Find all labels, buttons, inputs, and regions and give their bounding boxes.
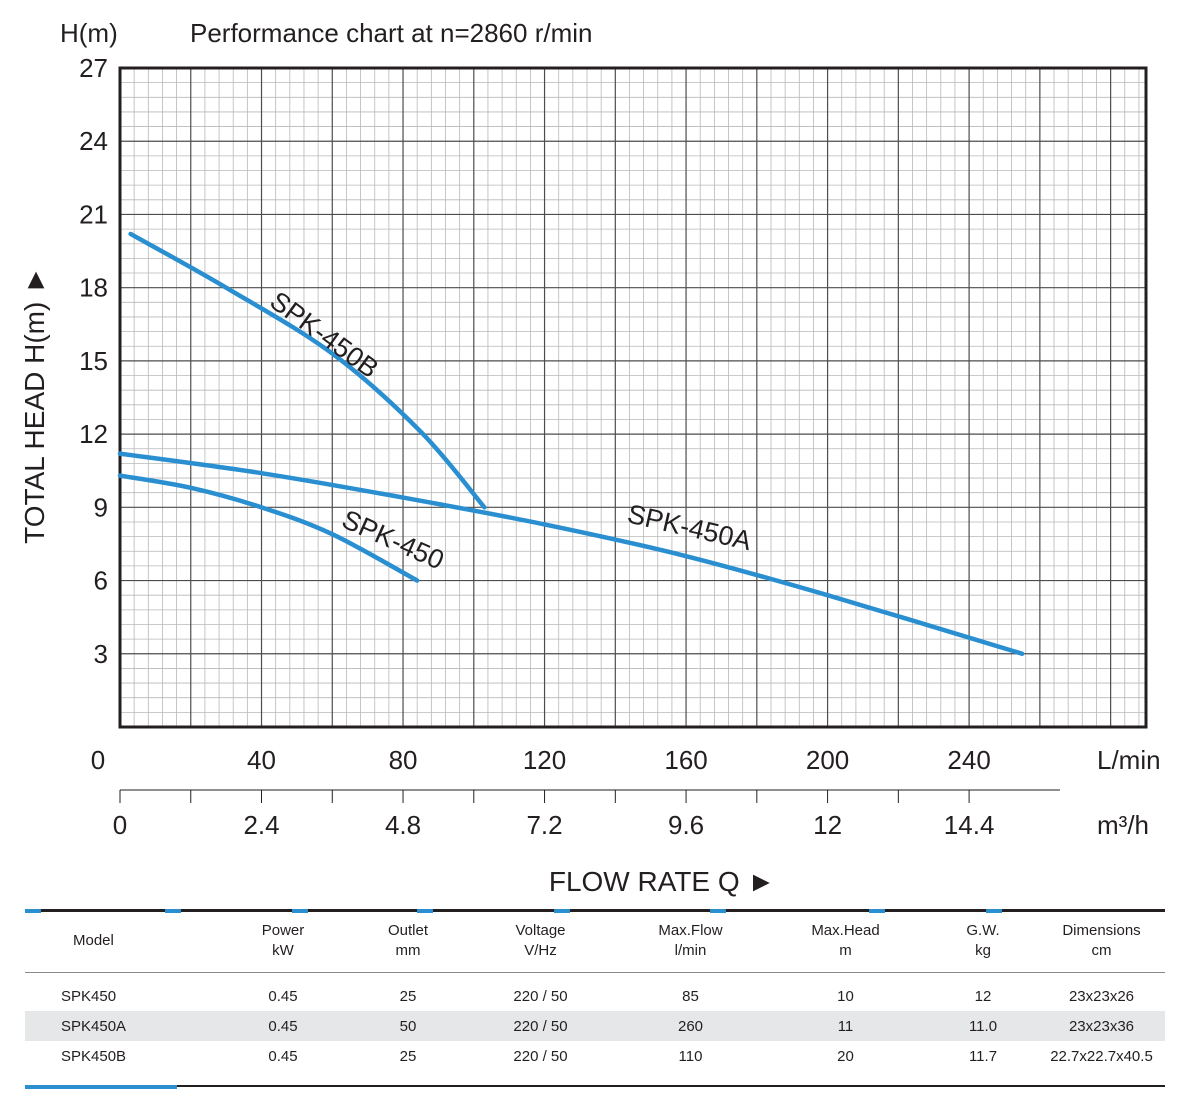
series-label-spk-450b: SPK-450B — [264, 286, 384, 384]
cell-outlet: 25 — [399, 1047, 417, 1065]
table-accent-bar — [25, 1085, 177, 1089]
cell-outlet: 50 — [353, 1011, 463, 1041]
x2-tick-label: 0 — [113, 810, 127, 840]
x2-tick-label: 4.8 — [385, 810, 421, 840]
x-tick-labels-lmin: 0 40 80 120 160 200 240 — [91, 745, 991, 775]
cell-outlet: 25 — [399, 987, 417, 1005]
cell-voltage: 220 / 50 — [513, 987, 568, 1005]
cell-model: SPK450B — [61, 1047, 127, 1065]
header-max-head: Max.Head m — [763, 910, 928, 973]
cell-dimensions: 23x23x36 — [1038, 1011, 1165, 1041]
x-tick-label: 80 — [389, 745, 418, 775]
x-tick-label: 200 — [806, 745, 849, 775]
header-model: Model — [25, 910, 213, 973]
header-max-flow: Max.Flow l/min — [618, 910, 763, 973]
y-tick-labels: 3 6 9 12 15 18 21 24 27 — [79, 53, 108, 669]
x-tick-labels-m3h: 0 2.4 4.8 7.2 9.6 12 14.4 — [113, 810, 995, 840]
major-grid — [120, 68, 1146, 727]
cell-gw: 11.7 — [968, 1047, 998, 1065]
table-bottom-rule — [25, 1085, 1165, 1087]
series-lines — [117, 231, 1025, 657]
cell-dimensions: 22.7x22.7x40.5 — [1050, 1047, 1153, 1065]
x-tick-label: 160 — [664, 745, 707, 775]
series-line-spk-450 — [117, 473, 420, 583]
specification-table: Model Power kW Outlet mm Voltage V/Hz Max.F… — [25, 910, 1165, 1071]
cell-model: SPK450 — [61, 987, 117, 1005]
x-axis-title: FLOW RATE Q ► — [549, 866, 775, 897]
header-gw: G.W. kg — [928, 910, 1038, 973]
y-tick-label: 27 — [79, 53, 108, 83]
cell-max-head: 11 — [763, 1011, 928, 1041]
y-tick-label: 6 — [94, 566, 108, 596]
x2-tick-label: 14.4 — [944, 810, 995, 840]
cell-gw: 12 — [974, 987, 992, 1005]
y-tick-label: 12 — [79, 419, 108, 449]
y-tick-label: 18 — [79, 273, 108, 303]
cell-max-head: 20 — [837, 1047, 854, 1065]
cell-dimensions: 23x23x26 — [1068, 987, 1135, 1005]
x-tick-label: 240 — [947, 745, 990, 775]
plot-frame — [118, 66, 1148, 729]
cell-max-flow: 260 — [618, 1011, 763, 1041]
y-tick-label: 9 — [94, 492, 108, 522]
cell-max-flow: 110 — [678, 1047, 703, 1065]
header-dimensions: Dimensions cm — [1038, 910, 1165, 973]
cell-gw: 11.0 — [928, 1011, 1038, 1041]
x-unit-secondary: m³/h — [1097, 810, 1149, 840]
cell-voltage: 220 / 50 — [463, 1011, 618, 1041]
cell-power: 0.45 — [268, 987, 298, 1005]
y-tick-label: 24 — [79, 126, 108, 156]
table-row: SPK450B 0.45 25 220 / 50 110 20 11.7 22.… — [25, 1041, 1165, 1071]
cell-max-flow: 85 — [682, 987, 699, 1005]
secondary-x-tickmarks — [119, 790, 970, 803]
header-voltage: Voltage V/Hz — [463, 910, 618, 973]
series-line-spk-450a — [117, 451, 1025, 657]
cell-model: SPK450A — [25, 1011, 213, 1041]
x-tick-label: 40 — [247, 745, 276, 775]
cell-power: 0.45 — [268, 1047, 298, 1065]
cell-max-head: 10 — [837, 987, 854, 1005]
table-header-row: Model Power kW Outlet mm Voltage V/Hz Max.F… — [25, 910, 1165, 973]
table-row: SPK450A 0.45 50 220 / 50 260 11 11.0 23x… — [25, 1011, 1165, 1041]
table-row: SPK450 0.45 25 220 / 50 85 10 12 23x23x2… — [25, 973, 1165, 1012]
x2-tick-label: 7.2 — [526, 810, 562, 840]
x-tick-label: 0 — [91, 745, 105, 775]
y-axis-title: TOTAL HEAD H(m) ► — [19, 266, 50, 544]
x2-tick-label: 2.4 — [243, 810, 279, 840]
chart-title: Performance chart at n=2860 r/min — [190, 18, 592, 48]
x2-tick-label: 9.6 — [668, 810, 704, 840]
minor-grid — [120, 68, 1146, 727]
x2-tick-label: 12 — [813, 810, 842, 840]
x-unit-primary: L/min — [1097, 745, 1161, 775]
cell-voltage: 220 / 50 — [513, 1047, 568, 1065]
cell-power: 0.45 — [213, 1011, 353, 1041]
performance-chart: 3 6 9 12 15 18 21 24 27 0 40 80 120 160 200 240 0 2.4 4.… — [19, 18, 1161, 897]
x-tick-label: 120 — [523, 745, 566, 775]
header-power: Power kW — [213, 910, 353, 973]
y-tick-label: 15 — [79, 346, 108, 376]
y-tick-label: 3 — [94, 639, 108, 669]
y-unit-label: H(m) — [60, 18, 118, 48]
header-outlet: Outlet mm — [353, 910, 463, 973]
y-tick-label: 21 — [79, 199, 108, 229]
series-line-spk-450b — [128, 231, 487, 510]
